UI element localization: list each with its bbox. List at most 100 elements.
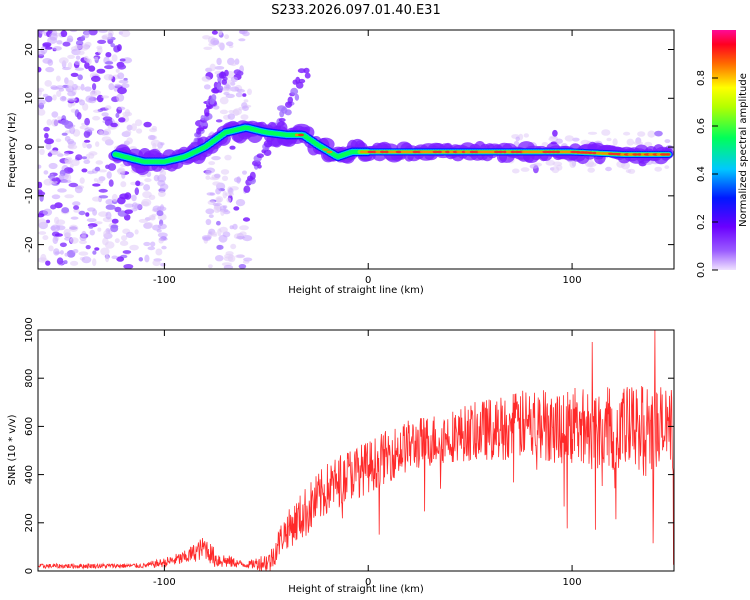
spectral-noise-blob [61,179,72,184]
spectral-noise-blob [85,212,90,217]
spectral-noise-blob [69,237,79,244]
ridge-peak [502,150,507,154]
colorbar-tick-label: 0.8 [696,70,707,86]
spectral-branch-blob [211,94,217,102]
ridge-peak [445,150,451,154]
spectral-noise-blob [114,206,122,213]
spectral-noise-blob [208,161,216,166]
colorbar-tick-label: 0.4 [696,166,707,182]
snr-x-tick-label: 0 [365,577,371,588]
spectral-noise-blob [38,191,46,196]
spectral-noise-blob [239,225,249,231]
spectral-noise-blob [44,80,52,87]
spectral-noise-blob [39,30,45,35]
spectral-noise-blob [65,159,72,164]
spectral-noise-blob [105,52,112,58]
spectral-noise-blob [117,87,127,95]
spectral-noise-blob [88,30,98,36]
spectral-noise-blob [52,236,59,245]
spectral-noise-blob [114,83,122,88]
chart-title: S233.2026.097.01.40.E31 [271,3,440,18]
spectral-noise-blob [98,195,109,199]
spectral-noise-blob [59,95,67,102]
spectral-noise-blob [612,138,618,146]
spectral-noise-blob [222,88,232,92]
spectral-noise-blob [70,260,79,266]
spectral-noise-blob [66,38,74,43]
spectral-noise-blob [44,95,53,103]
spectral-noise-blob [238,264,247,269]
ridge-peak [498,150,504,154]
spectral-noise-blob [107,163,117,171]
spectral-noise-blob [69,30,78,33]
spectral-branch-blob [295,81,304,89]
spectral-noise-blob [42,93,49,98]
spectral-noise-blob [61,132,68,136]
spectral-noise-blob [38,164,42,169]
spectral-noise-blob [87,170,95,175]
colorbar-tick-label: 0.6 [696,118,707,134]
spectral-noise-blob [211,156,221,161]
spectral-noise-blob [76,112,82,120]
spectral-noise-blob [110,43,115,48]
spectral-noise-blob [216,244,224,250]
spectral-branch-blob [298,78,306,84]
spectral-noise-blob [212,181,221,186]
spectral-noise-blob [119,240,129,246]
spectral-noise-blob [226,197,232,203]
spectral-noise-blob [38,108,46,116]
spectral-noise-blob [158,237,168,242]
spectral-noise-blob [605,166,612,172]
ridge-peak [595,151,602,155]
spectral-noise-blob [38,181,43,189]
spectral-noise-blob [75,154,83,161]
spectral-noise-blob [56,257,64,265]
spectral-noise-blob [77,74,83,81]
spectral-noise-blob [67,62,73,70]
ridge-peak [632,153,639,156]
spectral-noise-blob [50,204,57,210]
spectral-noise-blob [564,135,574,142]
snr-y-tick-label: 800 [24,369,35,388]
spectral-noise-blob [224,253,234,259]
spectral-noise-blob [644,141,653,147]
spectral-noise-blob [49,32,58,41]
spectral-noise-blob [81,35,86,41]
spectral-noise-blob [664,165,670,170]
ridge-peak [551,150,556,154]
ridge-peak [408,150,414,154]
spectral-noise-blob [44,132,49,139]
spectral-noise-blob [52,46,62,51]
spectral-noise-blob [134,229,139,235]
spectral-noise-blob [83,139,91,143]
ridge-peak [326,150,333,154]
spectrogram-x-tick-label: -100 [153,275,176,286]
spectral-noise-blob [116,168,125,173]
spectral-noise-blob [121,235,128,241]
spectral-noise-blob [242,31,250,37]
spectral-noise-blob [81,156,87,160]
spectral-noise-blob [143,184,151,191]
ridge-peak [592,151,597,155]
spectral-branch-blob [281,106,288,114]
spectral-noise-blob [54,251,61,255]
spectral-noise-blob [203,46,213,50]
spectral-branch-blob [294,93,300,101]
spectral-noise-blob [106,171,112,179]
spectral-noise-blob [94,166,101,172]
spectral-branch-blob [220,71,225,78]
spectral-noise-blob [94,56,99,61]
spectral-noise-blob [92,250,97,255]
ridge-peak [322,148,329,151]
spectral-noise-blob [55,225,66,231]
spectral-noise-blob [229,145,236,150]
ridge-peak [294,133,299,137]
spectral-noise-blob [85,245,91,250]
spectral-noise-blob [56,75,61,82]
spectral-noise-blob [556,164,563,171]
ridge-peak [514,150,520,154]
spectral-branch-blob [256,153,264,158]
spectral-noise-blob [92,196,102,202]
ridge-peak [456,150,464,154]
